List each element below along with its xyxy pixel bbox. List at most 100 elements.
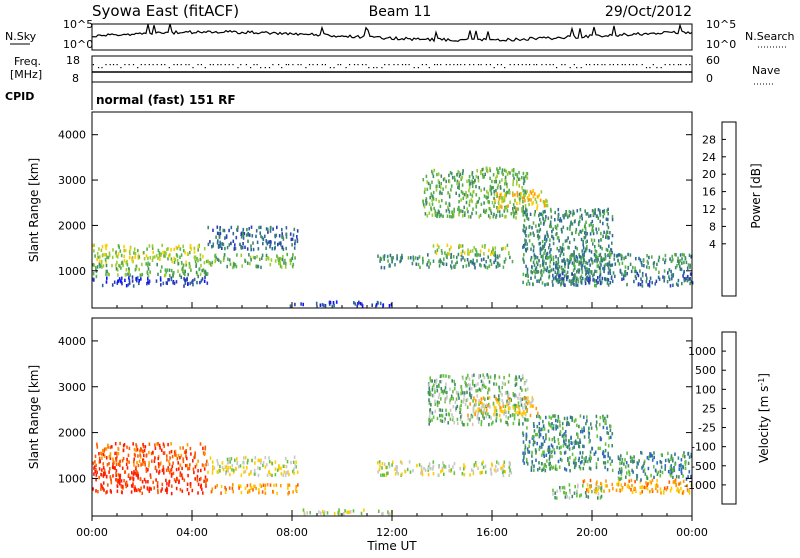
scatter-cell	[585, 459, 587, 463]
scatter-cell	[175, 246, 178, 250]
scatter-cell	[663, 275, 666, 280]
scatter-cell	[584, 281, 587, 286]
scatter-cell	[504, 257, 507, 261]
scatter-cell	[465, 192, 467, 196]
scatter-cell	[383, 473, 385, 477]
scatter-cell	[538, 279, 540, 284]
scatter-cell	[651, 458, 654, 462]
scatter-cell	[647, 466, 650, 471]
scatter-cell	[565, 434, 567, 438]
scatter-cell	[492, 401, 495, 406]
scatter-cell	[628, 469, 630, 474]
scatter-cell	[504, 408, 506, 412]
scatter-cell	[490, 472, 493, 476]
scatter-cell	[530, 404, 533, 408]
scatter-cell	[178, 244, 180, 249]
freq-point	[278, 64, 280, 66]
scatter-cell	[650, 481, 653, 485]
scatter-cell	[444, 390, 447, 394]
freq-point	[197, 64, 199, 66]
scatter-cell	[194, 455, 196, 459]
scatter-cell	[529, 413, 532, 418]
scatter-cell	[609, 253, 612, 257]
scatter-cell	[99, 255, 101, 259]
scatter-cell	[244, 455, 247, 460]
scatter-cell	[277, 242, 279, 247]
scatter-cell	[504, 404, 507, 409]
freq-point	[373, 67, 375, 69]
scatter-cell	[525, 248, 527, 252]
scatter-cell	[210, 489, 213, 494]
scatter-cell	[617, 483, 620, 487]
freq-point	[384, 64, 386, 66]
scatter-cell	[560, 281, 563, 286]
scatter-cell	[284, 258, 286, 263]
scatter-cell	[608, 260, 611, 264]
scatter-cell	[105, 253, 107, 257]
scatter-cell	[465, 190, 467, 195]
scatter-cell	[588, 466, 591, 470]
scatter-cell	[646, 259, 649, 264]
scatter-cell	[628, 479, 630, 483]
scatter-cell	[589, 450, 592, 454]
scatter-cell	[517, 412, 519, 417]
scatter-cell	[125, 268, 128, 272]
scatter-cell	[382, 473, 384, 477]
scatter-cell	[284, 473, 287, 478]
scatter-cell	[576, 283, 579, 287]
scatter-cell	[499, 409, 502, 413]
scatter-band-5	[377, 252, 514, 270]
scatter-cell	[512, 406, 515, 410]
scatter-cell	[244, 486, 247, 490]
scatter-cell	[523, 382, 526, 386]
scatter-cell	[509, 414, 512, 418]
scatter-cell	[96, 257, 98, 262]
freq-point	[245, 64, 247, 66]
scatter-cell	[534, 267, 537, 271]
scatter-cell	[592, 224, 594, 228]
scatter-cell	[562, 225, 565, 229]
scatter-cell	[598, 239, 600, 243]
scatter-cell	[507, 392, 510, 396]
scatter-cell	[379, 259, 381, 263]
scatter-cell	[520, 399, 522, 403]
scatter-cell	[445, 179, 447, 184]
scatter-cell	[221, 246, 223, 250]
scatter-cell	[238, 486, 240, 490]
scatter-cell	[515, 209, 517, 214]
scatter-cell	[494, 376, 496, 380]
scatter-cell	[473, 463, 476, 467]
scatter-cell	[456, 404, 459, 409]
scatter-cell	[590, 250, 593, 254]
scatter-cell	[573, 279, 575, 283]
scatter-cell	[241, 264, 243, 268]
scatter-cell	[456, 255, 458, 260]
scatter-cell	[462, 196, 465, 200]
scatter-cell	[117, 252, 120, 256]
scatter-cell	[115, 469, 118, 473]
scatter-cell	[560, 445, 562, 449]
scatter-cell	[566, 495, 569, 499]
scatter-cell	[137, 476, 139, 480]
scatter-cell	[147, 280, 149, 284]
scatter-cell	[550, 224, 552, 229]
scatter-cell	[106, 255, 108, 259]
scatter-cell	[184, 281, 187, 285]
scatter-cell	[182, 459, 185, 464]
scatter-cell	[466, 422, 469, 427]
scatter-cell	[284, 456, 287, 461]
freq-point	[673, 64, 675, 66]
scatter-cell	[533, 424, 535, 428]
scatter-cell	[630, 488, 632, 492]
scatter-cell	[468, 199, 471, 204]
scatter-cell	[548, 437, 551, 441]
scatter-cell	[174, 453, 176, 457]
scatter-cell	[247, 239, 249, 243]
scatter-cell	[114, 451, 116, 456]
scatter-cell	[493, 180, 496, 184]
x-tick-label: 12:00	[376, 526, 408, 539]
scatter-cell	[196, 257, 198, 261]
scatter-cell	[536, 229, 539, 233]
scatter-cell	[205, 484, 207, 488]
scatter-cell	[396, 470, 398, 474]
